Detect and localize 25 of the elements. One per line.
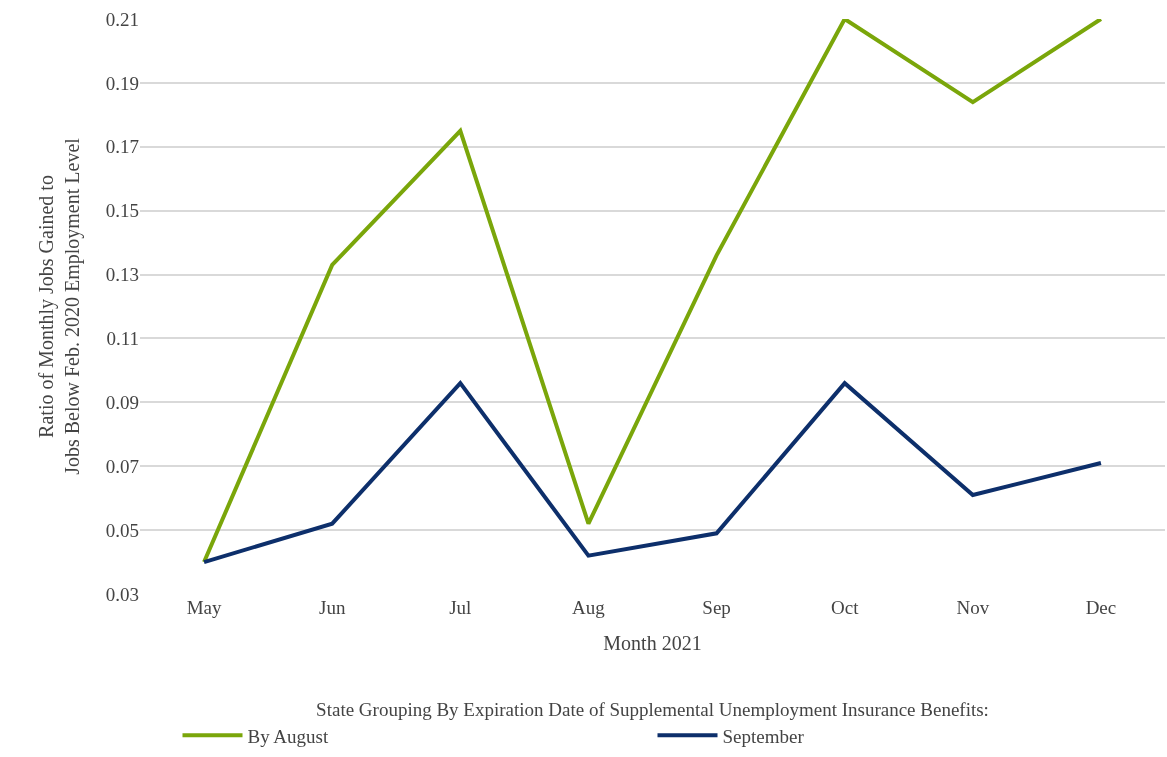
legend-label: September	[722, 725, 805, 747]
x-tick-label: May	[186, 597, 222, 618]
legend-title: State Grouping By Expiration Date of Supplemental Unemployment Insurance Benefits:	[316, 699, 989, 721]
x-tick-label: Jul	[449, 597, 472, 618]
y-tick-label: 0.13	[105, 264, 139, 286]
x-tick-label: Sep	[702, 597, 731, 618]
y-tick-label: 0.03	[105, 583, 139, 605]
x-tick-label: Jun	[318, 597, 346, 618]
line-series	[202, 381, 1103, 565]
y-tick-label: 0.09	[105, 391, 139, 413]
x-axis-title: Month 2021	[603, 631, 702, 654]
y-tick-label: 0.17	[105, 136, 139, 158]
y-tick-label: 0.11	[106, 328, 139, 350]
y-tick-label: 0.05	[105, 519, 139, 541]
x-tick-label: Nov	[956, 597, 990, 618]
x-tick-label: Aug	[572, 597, 606, 618]
x-tick-label: Dec	[1085, 597, 1117, 618]
y-tick-label: 0.07	[105, 455, 139, 477]
y-tick-label: 0.15	[105, 200, 139, 222]
y-tick-label: 0.21	[105, 8, 139, 30]
y-tick-label: 0.19	[105, 72, 139, 94]
x-tick-label: Oct	[830, 597, 860, 618]
line-series	[202, 19, 1103, 565]
y-axis-title: Ratio of Monthly Jobs Gained to Jobs Below Feb. 2020 Employment Level	[35, 137, 85, 475]
legend-label: By August	[247, 725, 329, 747]
